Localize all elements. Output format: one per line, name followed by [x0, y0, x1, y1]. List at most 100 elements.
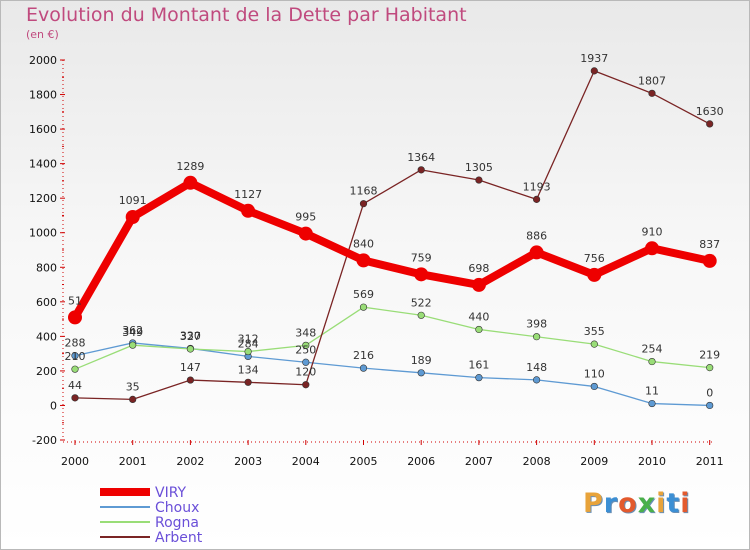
data-point-viry — [587, 267, 602, 282]
data-label-viry: 1289 — [176, 160, 204, 173]
data-label-viry: 698 — [468, 262, 489, 275]
data-point-choux — [590, 382, 598, 391]
data-label-viry: 837 — [699, 238, 720, 251]
x-tick-label: 2008 — [523, 455, 551, 468]
chart-title: Evolution du Montant de la Dette par Hab… — [26, 4, 467, 26]
x-tick-label: 2002 — [176, 455, 204, 468]
data-label-rogna: 398 — [526, 318, 547, 331]
data-point-arbent — [129, 395, 137, 404]
y-tick-label: 600 — [36, 296, 57, 309]
data-point-viry — [356, 253, 371, 268]
x-tick-label: 2004 — [292, 455, 320, 468]
data-point-arbent — [648, 89, 656, 97]
data-label-viry: 51 — [68, 294, 82, 307]
data-label-arbent: 134 — [238, 363, 259, 376]
data-label-arbent: 1807 — [638, 74, 666, 87]
y-tick-label: 400 — [36, 330, 57, 343]
data-label-rogna: 254 — [642, 343, 663, 356]
data-point-viry — [414, 267, 429, 282]
logo-letter: i — [680, 488, 691, 519]
y-tick-label: 2000 — [29, 54, 57, 67]
data-point-arbent — [475, 176, 483, 184]
y-tick-label: 1400 — [29, 158, 57, 171]
legend-label-choux: Choux — [155, 500, 199, 516]
data-point-rogna — [475, 325, 483, 334]
data-point-arbent — [244, 378, 252, 386]
x-tick-label: 2003 — [234, 455, 262, 468]
data-label-rogna: 210 — [65, 350, 86, 363]
data-point-choux — [71, 352, 79, 360]
data-point-viry — [183, 175, 198, 190]
data-label-viry: 840 — [353, 237, 374, 250]
data-point-arbent — [302, 381, 310, 389]
data-point-rogna — [129, 341, 137, 349]
series-line-rogna — [74, 306, 710, 370]
data-point-viry — [68, 310, 82, 325]
data-point-rogna — [417, 311, 425, 319]
data-label-rogna: 349 — [122, 326, 143, 339]
data-label-viry: 1127 — [234, 188, 262, 201]
data-label-arbent: 1364 — [407, 151, 435, 164]
logo-letter: t — [666, 488, 681, 519]
data-label-viry: 1091 — [119, 194, 147, 207]
data-label-arbent: 1168 — [350, 185, 378, 198]
y-tick-label: -200 — [32, 434, 57, 447]
data-label-arbent: 1193 — [523, 180, 551, 193]
x-tick-label: 2009 — [580, 455, 608, 468]
data-label-choux: 216 — [353, 349, 374, 362]
x-tick-label: 2006 — [407, 455, 435, 468]
data-label-choux: 288 — [65, 337, 86, 350]
legend-label-viry: VIRY — [155, 485, 187, 501]
data-label-choux: 284 — [238, 337, 259, 350]
data-point-rogna — [186, 345, 194, 353]
data-point-choux — [417, 369, 425, 377]
data-point-rogna — [590, 340, 598, 348]
data-point-viry — [125, 210, 140, 225]
y-tick-label: 1000 — [29, 227, 57, 240]
data-point-arbent — [186, 376, 194, 384]
data-point-arbent — [532, 195, 541, 203]
legend-label-rogna: Rogna — [155, 515, 199, 531]
data-point-viry — [298, 226, 313, 241]
data-label-arbent: 1630 — [696, 105, 724, 118]
x-tick-label: 2011 — [696, 455, 724, 468]
series-line-viry — [71, 178, 711, 320]
y-tick-label: 800 — [36, 261, 57, 274]
proxiti-logo: Proxiti — [583, 488, 691, 519]
series-line-choux — [74, 342, 710, 407]
data-label-viry: 910 — [642, 225, 663, 238]
data-point-choux — [706, 401, 714, 410]
data-point-rogna — [302, 341, 310, 349]
data-label-choux: 0 — [706, 386, 713, 399]
y-tick-label: 1800 — [29, 89, 57, 102]
data-point-rogna — [359, 303, 368, 311]
data-label-choux: 189 — [411, 354, 432, 367]
x-tick-label: 2001 — [119, 455, 147, 468]
data-label-rogna: 327 — [180, 330, 201, 343]
data-label-viry: 995 — [295, 211, 316, 224]
data-point-choux — [359, 364, 368, 372]
data-point-viry — [645, 241, 659, 256]
logo-letter: x — [637, 488, 657, 519]
data-point-choux — [532, 376, 541, 384]
data-point-arbent — [590, 67, 598, 75]
y-tick-label: 1200 — [29, 192, 57, 205]
data-label-rogna: 440 — [468, 310, 489, 323]
data-label-rogna: 355 — [584, 325, 605, 338]
data-label-viry: 756 — [584, 252, 605, 265]
data-label-rogna: 522 — [411, 296, 432, 309]
y-tick-label: 1600 — [29, 123, 57, 136]
x-tick-label: 2010 — [638, 455, 666, 468]
data-point-viry — [702, 253, 717, 268]
data-point-arbent — [359, 200, 368, 208]
data-label-choux: 11 — [645, 385, 659, 398]
data-point-viry — [471, 277, 486, 292]
data-label-choux: 148 — [526, 361, 547, 374]
data-point-rogna — [244, 347, 252, 356]
data-point-rogna — [648, 357, 656, 366]
data-label-choux: 362 — [122, 324, 143, 337]
series-line-arbent — [74, 70, 711, 401]
data-label-choux: 110 — [584, 367, 605, 380]
